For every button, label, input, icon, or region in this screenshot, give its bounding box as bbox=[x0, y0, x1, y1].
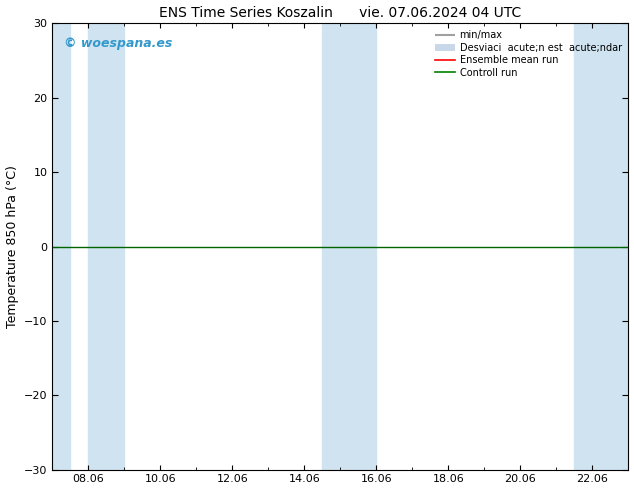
Bar bbox=[574, 24, 628, 469]
Bar bbox=[89, 24, 124, 469]
Y-axis label: Temperature 850 hPa (°C): Temperature 850 hPa (°C) bbox=[6, 165, 18, 328]
Text: © woespana.es: © woespana.es bbox=[64, 37, 172, 50]
Legend: min/max, Desviaci  acute;n est  acute;ndar, Ensemble mean run, Controll run: min/max, Desviaci acute;n est acute;ndar… bbox=[433, 28, 624, 79]
Title: ENS Time Series Koszalin      vie. 07.06.2024 04 UTC: ENS Time Series Koszalin vie. 07.06.2024… bbox=[159, 5, 522, 20]
Bar bbox=[323, 24, 377, 469]
Bar bbox=[53, 24, 70, 469]
